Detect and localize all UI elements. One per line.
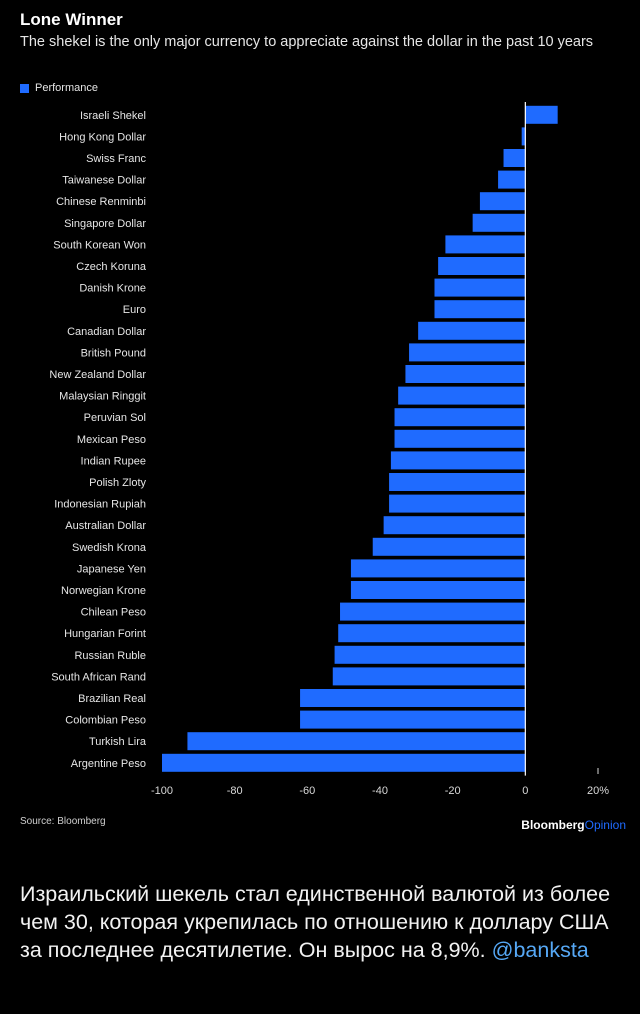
- bar: [338, 624, 526, 643]
- x-tick-label: 0: [522, 785, 528, 797]
- category-label: Turkish Lira: [89, 736, 147, 748]
- bar: [394, 408, 526, 427]
- caption-text: Израильский шекель стал единственной вал…: [20, 882, 611, 962]
- category-label: South Korean Won: [53, 239, 146, 251]
- caption-handle-link[interactable]: @banksta: [491, 938, 589, 962]
- bar: [409, 343, 526, 362]
- category-label: Singapore Dollar: [64, 218, 146, 230]
- category-label: Japanese Yen: [77, 563, 146, 575]
- bar: [383, 516, 526, 535]
- x-tick-label: -40: [372, 785, 388, 797]
- category-label: Hong Kong Dollar: [59, 131, 146, 143]
- category-label: New Zealand Dollar: [49, 369, 146, 381]
- chart-subtitle: The shekel is the only major currency to…: [20, 34, 594, 50]
- bar: [350, 559, 526, 578]
- x-tick-label: -100: [151, 785, 173, 797]
- bar: [300, 689, 526, 707]
- bar: [438, 257, 526, 275]
- category-label: Colombian Peso: [65, 715, 146, 727]
- bar: [405, 365, 526, 383]
- x-tick-label: 20%: [587, 785, 609, 797]
- category-label: Canadian Dollar: [67, 326, 146, 338]
- category-label: Israeli Shekel: [80, 110, 146, 122]
- bar: [187, 732, 526, 751]
- chart-panel: Lone Winner The shekel is the only major…: [20, 10, 626, 832]
- bar: [389, 473, 526, 491]
- category-label: Chilean Peso: [81, 607, 146, 619]
- category-label: Swedish Krona: [72, 542, 147, 554]
- category-label: Peruvian Sol: [84, 412, 146, 424]
- brand-logo: BloombergOpinion: [521, 818, 626, 832]
- category-label: Russian Ruble: [74, 650, 146, 662]
- bar: [472, 213, 526, 232]
- category-label: Australian Dollar: [65, 520, 146, 532]
- bar: [300, 710, 526, 729]
- category-label: Czech Koruna: [76, 261, 147, 273]
- brand-name: Bloomberg: [521, 818, 585, 832]
- x-tick-label: -80: [227, 785, 243, 797]
- source-note: Source: Bloomberg: [20, 816, 106, 827]
- category-label: Swiss Franc: [86, 153, 146, 165]
- bar: [521, 127, 526, 146]
- bar: [332, 667, 526, 686]
- category-label: Danish Krone: [79, 283, 146, 295]
- x-tick-label: -60: [299, 785, 315, 797]
- bar: [162, 753, 526, 772]
- category-label: South African Rand: [51, 671, 146, 683]
- category-label: British Pound: [81, 347, 146, 359]
- post-caption: Израильский шекель стал единственной вал…: [20, 880, 620, 964]
- bar: [445, 235, 526, 254]
- category-label: Argentine Peso: [71, 758, 146, 770]
- category-label: Euro: [123, 304, 146, 316]
- bar: [340, 602, 526, 621]
- bar: [434, 300, 526, 319]
- bar: [394, 429, 526, 448]
- bar: [434, 278, 526, 297]
- bar: [334, 645, 526, 664]
- bar: [498, 170, 526, 189]
- category-label: Indian Rupee: [81, 455, 146, 467]
- bar: [389, 494, 526, 513]
- category-label: Indonesian Rupiah: [54, 499, 146, 511]
- brand-opinion: Opinion: [584, 818, 626, 832]
- bar: [503, 149, 526, 167]
- bar: [525, 105, 558, 124]
- category-label: Hungarian Forint: [64, 628, 146, 640]
- legend-label: Performance: [35, 82, 98, 94]
- x-tick-label: -20: [445, 785, 461, 797]
- category-label: Chinese Renminbi: [56, 196, 146, 208]
- bar: [372, 537, 526, 556]
- category-label: Taiwanese Dollar: [62, 175, 146, 187]
- category-label: Norwegian Krone: [61, 585, 146, 597]
- chart-legend: Performance: [20, 82, 98, 94]
- legend-swatch: [20, 83, 29, 93]
- bar: [390, 451, 526, 470]
- bar: [398, 386, 526, 405]
- chart-title: Lone Winner: [20, 10, 123, 29]
- bar: [418, 321, 526, 340]
- bar: [350, 581, 526, 599]
- category-label: Mexican Peso: [77, 434, 146, 446]
- bar: [479, 192, 526, 211]
- bar-chart: Israeli Shekel Hong Kong Dollar Swiss Fran…: [49, 102, 609, 797]
- category-label: Brazilian Real: [78, 693, 146, 705]
- category-label: Polish Zloty: [89, 477, 146, 489]
- category-label: Malaysian Ringgit: [59, 391, 146, 403]
